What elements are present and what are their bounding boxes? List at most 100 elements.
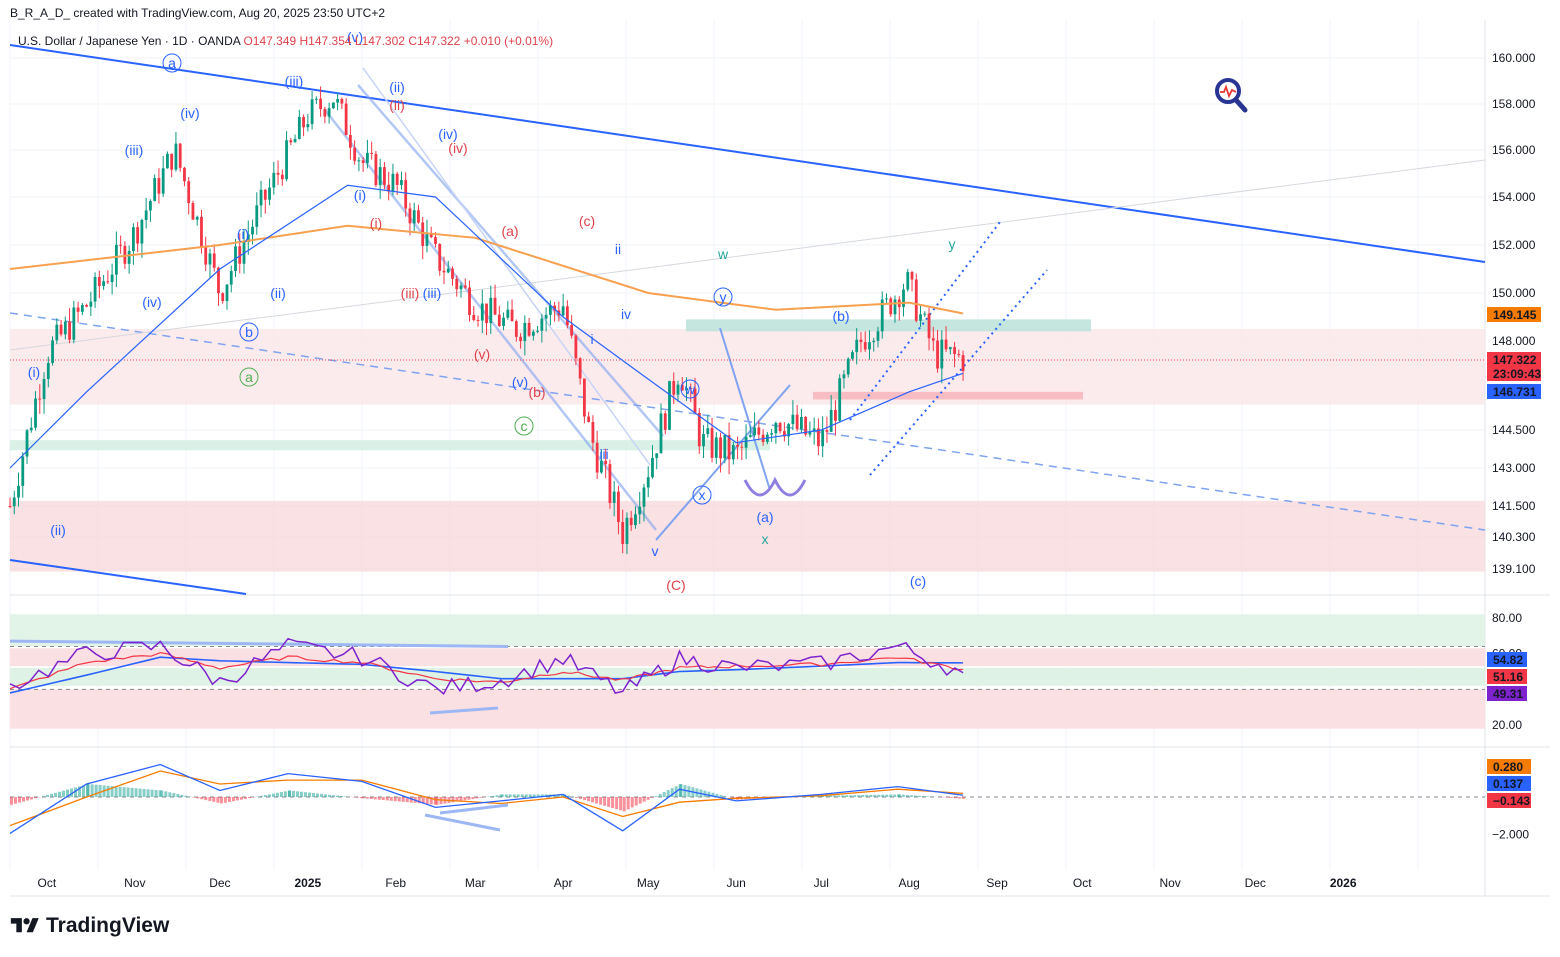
macd-histogram-bar	[172, 793, 176, 797]
macd-pane: −2.000 0.280 0.137 −0.143	[9, 759, 1531, 842]
candle	[731, 445, 735, 460]
price-label: 147.322	[1493, 353, 1537, 367]
candle	[387, 184, 391, 192]
wave-label: (iv)	[180, 105, 199, 121]
candle	[348, 134, 352, 148]
macd-histogram-bar	[327, 794, 331, 797]
candle	[208, 253, 212, 265]
candle	[778, 422, 782, 432]
candle	[570, 325, 574, 336]
wave-label: (iv)	[142, 294, 161, 310]
macd-histogram-bar	[339, 795, 343, 797]
time-tick: Oct	[1073, 876, 1092, 890]
macd-histogram-bar	[130, 787, 134, 797]
macd-histogram-bar	[42, 796, 45, 797]
macd-histogram-bar	[377, 797, 381, 800]
candle	[523, 322, 527, 342]
macd-histogram-bar	[146, 789, 150, 797]
macd-histogram-bar	[913, 795, 917, 797]
symbol-title[interactable]: U.S. Dollar / Japanese Yen · 1D · OANDA	[18, 34, 241, 48]
tradingview-logo[interactable]: TradingView	[10, 914, 169, 938]
wave-label: (ii)	[389, 79, 405, 95]
candle	[404, 180, 408, 209]
candle	[536, 330, 539, 332]
macd-histogram-bar	[34, 797, 37, 799]
wave-label: (v)	[512, 374, 528, 390]
macd-histogram-bar	[650, 797, 654, 798]
wave-label: (iii)	[423, 285, 442, 301]
rsi-label-box	[1487, 652, 1527, 667]
candle	[378, 167, 382, 186]
candle	[59, 324, 63, 335]
candle	[421, 222, 425, 246]
candle	[625, 517, 629, 544]
wave-label: (a)	[756, 509, 773, 525]
candle	[263, 189, 267, 200]
macd-histogram-bar	[10, 797, 13, 805]
candle	[246, 234, 250, 243]
candle	[791, 414, 795, 425]
wave-label: (iii)	[125, 142, 144, 158]
price-tick: 150.000	[1492, 286, 1536, 300]
candle	[510, 309, 514, 322]
candle	[191, 203, 195, 220]
macd-histogram-bar	[833, 795, 837, 797]
candle	[89, 301, 93, 307]
price-tick: 141.500	[1492, 499, 1536, 513]
candle	[804, 416, 808, 435]
macd-histogram-bar	[385, 797, 389, 801]
macd-histogram-bar	[409, 797, 413, 803]
macd-histogram-bar	[901, 794, 905, 797]
time-tick: May	[637, 876, 660, 890]
candle	[255, 205, 259, 227]
candle	[408, 208, 412, 224]
macd-histogram-bar	[556, 794, 560, 797]
macd-histogram-bar	[841, 795, 845, 797]
price-label: 23:09:43	[1493, 367, 1541, 381]
macd-histogram-bar	[196, 797, 200, 799]
price-label-box	[1487, 307, 1541, 322]
candle	[229, 271, 233, 285]
candle	[221, 293, 225, 302]
candle	[863, 342, 867, 350]
candle	[910, 272, 914, 280]
macd-histogram-bar	[291, 790, 295, 797]
macd-histogram-bar	[711, 792, 715, 797]
macd-histogram-bar	[865, 794, 869, 797]
macd-histogram-bar	[893, 794, 897, 797]
tradingview-logo-text: TradingView	[46, 914, 170, 937]
wave-label: x	[699, 487, 706, 503]
candle	[204, 247, 208, 265]
candle	[353, 147, 357, 161]
macd-histogram-bar	[719, 794, 723, 797]
wave-label: (a)	[501, 223, 518, 239]
macd-histogram-bar	[849, 795, 853, 797]
candle	[744, 436, 748, 448]
candle	[604, 460, 608, 465]
price-label-box	[1487, 352, 1541, 367]
macd-histogram-bar	[176, 793, 180, 797]
candle	[472, 314, 476, 320]
macd-histogram-bar	[287, 790, 291, 797]
low-value: L147.302	[354, 34, 405, 48]
candle	[591, 421, 595, 443]
candle	[723, 435, 727, 459]
candle	[446, 268, 450, 273]
macd-histogram-bar	[86, 784, 90, 797]
macd-histogram-bar	[595, 797, 599, 804]
macd-histogram-bar	[30, 797, 33, 800]
candle	[697, 412, 701, 447]
candle	[12, 497, 16, 507]
macd-histogram-bar	[857, 795, 861, 797]
macd-histogram-bar	[361, 797, 365, 799]
candle	[114, 244, 118, 275]
macd-histogram-bar	[14, 797, 17, 804]
candle	[838, 378, 842, 421]
candle	[485, 303, 488, 324]
candle	[702, 434, 705, 447]
candle	[531, 331, 535, 336]
candle	[259, 189, 263, 206]
macd-histogram-bar	[679, 784, 683, 797]
rsi-divergence-line	[429, 706, 499, 715]
